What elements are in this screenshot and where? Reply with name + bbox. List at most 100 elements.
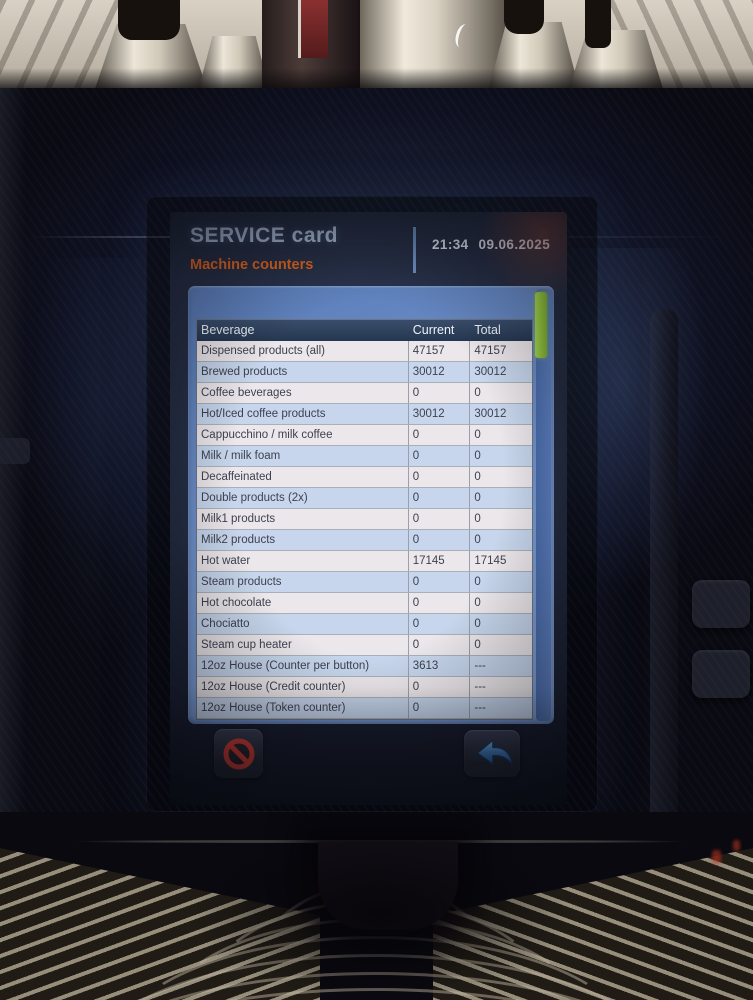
canister-cap: [504, 0, 544, 34]
cancel-button[interactable]: [214, 729, 263, 778]
cell-beverage: Dispensed products (all): [197, 341, 409, 362]
cell-beverage: Hot water: [197, 551, 409, 572]
table-body: Dispensed products (all) 47157 47157 Bre…: [197, 341, 532, 719]
table-row: Double products (2x) 0 0: [197, 488, 532, 509]
glass-sheen: [30, 258, 150, 658]
cell-total: 47157: [470, 341, 532, 362]
table-row: Chociatto 0 0: [197, 614, 532, 635]
cell-current: 0: [408, 467, 471, 488]
cell-current: 0: [408, 530, 471, 551]
cell-beverage: Steam cup heater: [197, 635, 409, 656]
cell-total: ---: [470, 698, 532, 719]
datetime-display: 21:34 09.06.2025: [432, 237, 560, 252]
cell-current: 0: [408, 446, 471, 467]
counters-table: Beverage Current Total Dispensed product…: [196, 319, 533, 720]
cell-beverage: Coffee beverages: [197, 383, 409, 404]
glass-sheen: [560, 248, 710, 588]
table-row: Dispensed products (all) 47157 47157: [197, 341, 532, 362]
cell-total: 0: [470, 467, 532, 488]
red-reflection: [712, 850, 721, 864]
cell-current: 3613: [408, 656, 471, 677]
cell-current: 0: [408, 488, 471, 509]
scrollbar-track[interactable]: [535, 289, 551, 721]
red-stripe: [298, 0, 328, 58]
back-button[interactable]: [464, 730, 520, 777]
red-reflection: [733, 840, 740, 851]
cell-current: 0: [408, 698, 471, 719]
table-row: Milk / milk foam 0 0: [197, 446, 532, 467]
table-row: Decaffeinated 0 0: [197, 467, 532, 488]
cell-total: 0: [470, 614, 532, 635]
table-row: Hot water 17145 17145: [197, 551, 532, 572]
scrollbar-thumb[interactable]: [535, 292, 547, 358]
cell-current: 30012: [408, 362, 471, 383]
cell-total: 30012: [470, 362, 532, 383]
canister-cap: [585, 0, 611, 48]
clock-date: 09.06.2025: [478, 237, 551, 252]
machine-top-canisters: [0, 0, 753, 92]
cell-current: 0: [408, 572, 471, 593]
page-title: SERVICE card: [190, 224, 339, 247]
cell-current: 30012: [408, 404, 471, 425]
cell-total: ---: [470, 656, 532, 677]
table-row: Steam products 0 0: [197, 572, 532, 593]
cell-beverage: Cappucchino / milk coffee: [197, 425, 409, 446]
cell-current: 0: [408, 635, 471, 656]
table-row: 12oz House (Token counter) 0 ---: [197, 698, 532, 719]
side-notch: [0, 438, 30, 464]
canister-cap: [118, 0, 180, 40]
side-molding: [692, 580, 750, 628]
cell-current: 0: [408, 509, 471, 530]
back-arrow-icon: [476, 739, 513, 765]
prohibition-icon: [223, 738, 254, 769]
cell-total: 0: [470, 488, 532, 509]
cell-beverage: Milk2 products: [197, 530, 409, 551]
cell-total: 0: [470, 425, 532, 446]
cell-beverage: Hot/Iced coffee products: [197, 404, 409, 425]
machine-side-edge: [0, 88, 26, 812]
cell-beverage: Decaffeinated: [197, 467, 409, 488]
table-row: Milk1 products 0 0: [197, 509, 532, 530]
cell-current: 0: [408, 425, 471, 446]
cell-total: 17145: [470, 551, 532, 572]
counters-panel: Beverage Current Total Dispensed product…: [188, 286, 554, 724]
touchscreen: SERVICE card Machine counters 21:34 09.06…: [170, 212, 567, 805]
cell-beverage: Brewed products: [197, 362, 409, 383]
cell-beverage: Milk / milk foam: [197, 446, 409, 467]
cell-total: 30012: [470, 404, 532, 425]
column-header-total: Total: [474, 323, 501, 337]
table-row: Coffee beverages 0 0: [197, 383, 532, 404]
side-ridge: [650, 308, 678, 828]
table-row: 12oz House (Credit counter) 0 ---: [197, 677, 532, 698]
cell-total: 0: [470, 509, 532, 530]
cell-beverage: 12oz House (Credit counter): [197, 677, 409, 698]
cell-beverage: Double products (2x): [197, 488, 409, 509]
cell-total: 0: [470, 530, 532, 551]
cell-total: 0: [470, 593, 532, 614]
table-row: Steam cup heater 0 0: [197, 635, 532, 656]
cell-total: 0: [470, 446, 532, 467]
table-row: Milk2 products 0 0: [197, 530, 532, 551]
cell-current: 0: [408, 677, 471, 698]
table-header-row: Beverage Current Total: [197, 320, 532, 341]
reflection-mark: [452, 22, 474, 50]
cell-current: 0: [408, 593, 471, 614]
cell-current: 0: [408, 383, 471, 404]
cell-current: 17145: [408, 551, 471, 572]
page-subtitle: Machine counters: [190, 257, 314, 273]
bay-shadow: [140, 842, 620, 1000]
clock-time: 21:34: [432, 237, 469, 252]
table-row: Brewed products 30012 30012: [197, 362, 532, 383]
cell-current: 47157: [408, 341, 471, 362]
table-row: Hot/Iced coffee products 30012 30012: [197, 404, 532, 425]
cell-total: 0: [470, 635, 532, 656]
dispensing-bay: [0, 812, 753, 1000]
cell-total: ---: [470, 677, 532, 698]
cell-total: 0: [470, 383, 532, 404]
cell-beverage: Chociatto: [197, 614, 409, 635]
cell-beverage: 12oz House (Token counter): [197, 698, 409, 719]
cell-total: 0: [470, 572, 532, 593]
cell-current: 0: [408, 614, 471, 635]
column-header-beverage: Beverage: [201, 323, 255, 337]
column-header-current: Current: [412, 323, 455, 337]
